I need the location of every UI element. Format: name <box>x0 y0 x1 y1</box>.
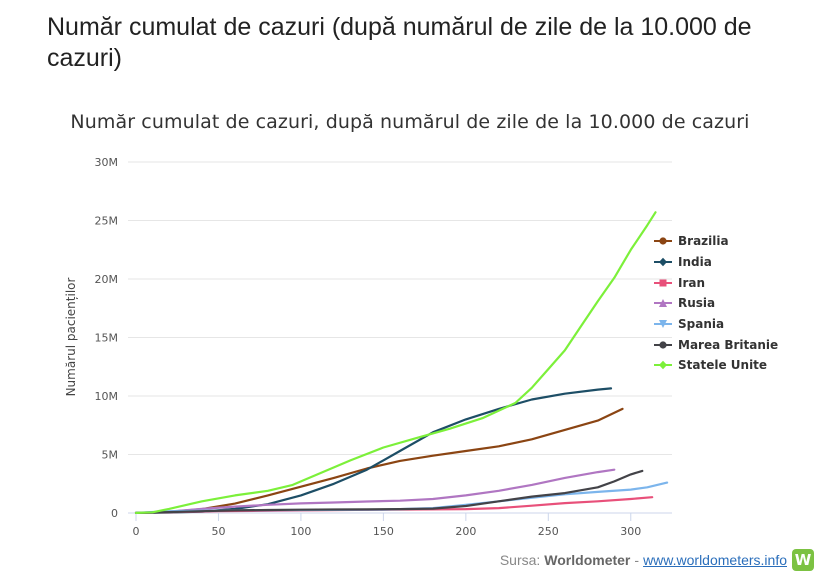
x-tick-label: 150 <box>373 525 394 538</box>
series-line-brazilia <box>134 407 624 515</box>
legend-marker-icon <box>654 299 672 308</box>
x-tick-label: 0 <box>133 525 140 538</box>
series-lines <box>134 211 669 515</box>
worldometer-logo-icon: W <box>792 549 814 571</box>
legend-marker-icon <box>654 279 672 287</box>
legend-label: Brazilia <box>678 234 729 249</box>
series-line-statele-unite <box>134 211 657 515</box>
legend-item-iran[interactable]: Iran <box>654 272 778 293</box>
y-tick-label: 5M <box>102 449 119 462</box>
legend-label: Spania <box>678 317 725 332</box>
source-attribution: Sursa: Worldometer - www.worldometers.in… <box>500 548 814 572</box>
x-tick-label: 100 <box>290 525 311 538</box>
legend-label: India <box>678 255 712 270</box>
legend-marker-icon <box>654 361 672 370</box>
legend-item-statele-unite[interactable]: Statele Unite <box>654 355 778 376</box>
legend-label: Statele Unite <box>678 358 768 373</box>
y-tick-label: 25M <box>95 215 119 228</box>
source-prefix: Sursa: <box>499 552 541 568</box>
legend-label: Iran <box>678 275 706 290</box>
y-tick-label: 0 <box>111 507 118 520</box>
source-separator: - <box>634 552 640 568</box>
chart-title: Număr cumulat de cazuri, după numărul de… <box>70 111 750 133</box>
series-line-rusia <box>134 468 616 515</box>
legend-marker-icon <box>654 257 672 267</box>
x-tick-label: 50 <box>211 525 225 538</box>
x-tick-label: 200 <box>455 525 476 538</box>
legend-item-india[interactable]: India <box>654 252 778 273</box>
y-tick-label: 30M <box>95 156 119 169</box>
source-name: Worldometer <box>544 552 631 568</box>
legend-item-marea-britanie[interactable]: Marea Britanie <box>654 334 778 355</box>
legend-label: Marea Britanie <box>678 337 779 352</box>
x-tick-label: 300 <box>620 525 641 538</box>
legend-label: Rusia <box>678 296 716 311</box>
y-axis-ticks: 0 5M 10M 15M 20M 25M 30M <box>95 156 119 520</box>
page-title: Număr cumulat de cazuri (după numărul de… <box>47 13 752 72</box>
legend-marker-icon <box>654 320 672 329</box>
legend-item-rusia[interactable]: Rusia <box>654 293 778 314</box>
legend-marker-icon <box>654 341 672 349</box>
legend-marker-icon <box>654 237 672 245</box>
y-tick-label: 10M <box>95 390 119 403</box>
x-tick-label: 250 <box>538 525 559 538</box>
legend-item-spania[interactable]: Spania <box>654 314 778 335</box>
x-axis: 0 50 100 150 200 250 300 <box>133 512 672 538</box>
legend-item-brazilia[interactable]: Brazilia <box>654 231 778 252</box>
series-line-marea-britanie <box>134 469 644 515</box>
source-link[interactable]: www.worldometers.info <box>643 552 787 568</box>
y-axis-title: Numărul pacienților <box>64 278 78 397</box>
y-tick-label: 15M <box>95 332 119 345</box>
y-tick-label: 20M <box>95 273 119 286</box>
chart-legend: Brazilia India Iran Rusia Spania Marea Britan… <box>654 231 778 376</box>
